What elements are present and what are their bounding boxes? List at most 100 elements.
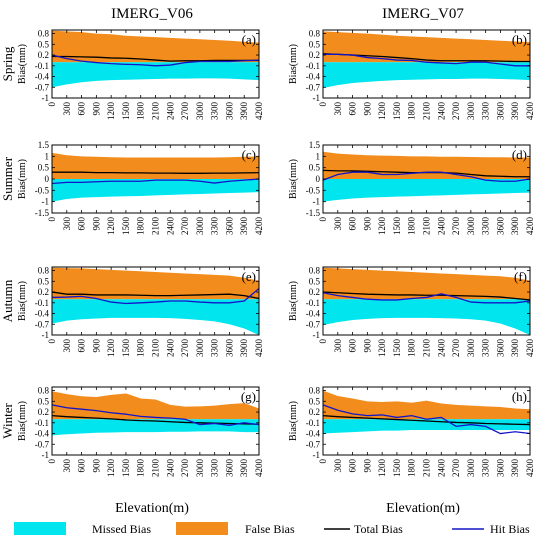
legend-missed-swatch [14,522,66,535]
x-tick-label: 4200 [254,339,264,358]
x-tick-label: 2100 [422,339,432,358]
y-tick-label: -0.4 [35,309,50,319]
x-tick-label: 3600 [224,459,234,478]
x-tick-label: 1800 [407,339,417,358]
legend-false-swatch [176,522,228,535]
x-tick-label: 0 [318,217,328,222]
x-tick-label: 3300 [210,459,220,478]
y-tick-label: -0.7 [35,82,50,92]
season-label: Autumn [0,279,15,322]
x-tick-label: 300 [333,217,343,231]
x-tick-label: 2100 [151,102,161,121]
panel-h: 0.80.50.2-0.1-0.4-0.7-10 300 600 900 1200 150… [288,386,535,477]
x-tick-label: 900 [91,102,101,116]
legend-false-label: False Bias [245,522,295,536]
y-tick-label: -1 [313,197,321,207]
y-tick-label: 0.5 [309,396,321,406]
y-tick-label: 0.5 [309,276,321,286]
x-tick-label: 3300 [210,102,220,121]
x-tick-label: 3300 [481,102,491,121]
x-tick-label: 3900 [510,339,520,358]
y-axis-label: Bias(mm) [17,281,28,321]
x-tick-label: 1800 [407,459,417,478]
x-tick-label: 3900 [239,102,249,121]
panel-letter: (a) [242,32,256,47]
x-tick-label: 2700 [180,339,190,358]
x-tick-label: 600 [77,459,87,473]
x-tick-label: 3000 [466,217,476,236]
y-tick-label: -0.7 [306,319,321,329]
y-tick-label: -0.1 [35,298,49,308]
total-bias-line [322,291,531,301]
legend-hit-label: Hit Bias [490,522,530,536]
x-tick-label: 3000 [195,339,205,358]
x-tick-label: 4200 [525,339,535,358]
panel-letter: (e) [242,269,256,284]
x-tick-label: 1200 [377,102,387,121]
x-tick-label: 3600 [495,102,505,121]
x-tick-label: 2100 [151,339,161,358]
y-tick-label: -1.5 [306,208,321,218]
false-bias-area [52,267,259,300]
x-tick-label: 600 [348,217,358,231]
y-axis-label: Bias(mm) [17,159,28,199]
y-tick-label: -0.7 [306,439,321,449]
missed-bias-area [323,62,530,88]
y-tick-label: -0.1 [306,418,320,428]
missed-bias-area [323,299,530,335]
y-tick-label: -0.7 [35,439,50,449]
missed-bias-area [52,62,259,88]
y-tick-label: 0.2 [309,407,320,417]
x-tick-label: 1800 [136,102,146,121]
y-axis-label: Bias(mm) [288,401,299,441]
hit-bias-line [322,292,531,304]
false-bias-area [323,31,530,63]
x-tick-label: 2100 [422,459,432,478]
false-bias-area [52,152,259,179]
x-tick-label: 2700 [180,102,190,121]
y-tick-label: 0.5 [38,163,50,173]
panel-d: 1.510.50-0.5-1-1.50 300 600 900 1200 1500 1800… [288,140,535,235]
x-tick-label: 4200 [254,102,264,121]
x-tick-label: 900 [91,339,101,353]
y-tick-label: 0.8 [38,266,50,276]
x-tick-label: 3300 [481,459,491,478]
x-tick-label: 1800 [407,217,417,236]
missed-bias-area [323,179,530,202]
x-tick-label: 0 [318,102,328,107]
panel-letter: (g) [241,389,256,404]
false-bias-area [323,151,530,179]
x-tick-label: 2700 [451,217,461,236]
x-tick-label: 1500 [121,339,131,358]
x-tick-label: 1200 [106,217,116,236]
y-tick-label: -0.4 [306,429,321,439]
x-tick-label: 0 [47,102,57,107]
xlabel-left: Elevation(m) [115,501,189,516]
x-tick-label: 3600 [495,339,505,358]
x-tick-label: 2700 [180,217,190,236]
x-tick-label: 300 [62,339,72,353]
x-tick-label: 300 [62,102,72,116]
y-tick-label: 0.2 [309,50,320,60]
x-tick-label: 2400 [165,339,175,358]
panel-letter: (c) [242,147,256,162]
x-tick-label: 2700 [451,459,461,478]
y-tick-label: 0.8 [309,29,321,39]
y-tick-label: 0.8 [309,386,321,396]
missed-bias-area [52,179,259,202]
y-tick-label: -1 [313,450,321,460]
y-tick-label: -1 [42,330,50,340]
panels: 0.80.50.2-0.1-0.4-0.7-10 300 600 900 1200 150… [0,29,535,477]
x-tick-label: 4200 [525,102,535,121]
y-tick-label: -1.5 [35,208,50,218]
x-tick-label: 0 [47,339,57,344]
missed-bias-area [52,299,259,335]
x-tick-label: 300 [333,339,343,353]
x-tick-label: 900 [91,217,101,231]
x-tick-label: 3000 [466,339,476,358]
x-tick-label: 2400 [165,102,175,121]
y-tick-label: -0.1 [306,298,320,308]
hit-bias-line [51,54,260,67]
x-tick-label: 3000 [195,217,205,236]
x-tick-label: 2100 [151,217,161,236]
